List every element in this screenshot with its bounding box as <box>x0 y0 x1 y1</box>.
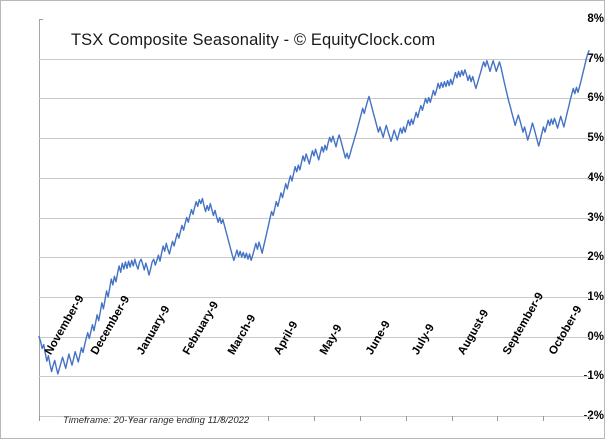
y-axis-tick-label: 2% <box>587 251 604 264</box>
x-axis-tick-label: March-9 <box>226 313 270 363</box>
gridline <box>39 296 589 298</box>
y-axis-tick-label: 3% <box>587 211 604 224</box>
x-axis-tick-label: May-9 <box>318 323 351 363</box>
y-axis-tick-label: 7% <box>587 52 604 65</box>
x-axis-tick-label: October-9 <box>547 304 601 363</box>
y-axis-tick-label: 0% <box>587 330 604 343</box>
x-axis-tick-mark <box>497 416 499 421</box>
x-axis-tick-mark <box>359 416 361 421</box>
x-axis-tick-mark <box>84 416 86 421</box>
y-axis-tick-label: -1% <box>583 370 604 383</box>
gridline <box>39 177 589 179</box>
gridline <box>39 138 589 140</box>
x-axis-tick-label: June-9 <box>364 319 401 363</box>
y-axis-tick-label: 5% <box>587 132 604 145</box>
x-axis-tick-mark <box>222 416 224 421</box>
x-axis-tick-mark <box>543 416 545 421</box>
y-axis-tick-mark <box>39 19 43 20</box>
gridline <box>39 336 589 338</box>
y-axis-tick-label: 4% <box>587 171 604 184</box>
y-axis-tick-label: 8% <box>587 13 604 25</box>
x-axis-tick-mark <box>589 416 590 421</box>
x-axis-tick-mark <box>405 416 407 421</box>
y-axis-tick-label: 1% <box>587 290 604 303</box>
x-axis-tick-mark <box>268 416 270 421</box>
x-axis-tick-label: August-9 <box>456 308 506 363</box>
gridline <box>39 98 589 100</box>
gridline <box>39 58 589 60</box>
series-line-chart <box>38 50 590 375</box>
chart-title: TSX Composite Seasonality - © EquityCloc… <box>71 31 436 49</box>
x-axis-tick-mark <box>451 416 453 421</box>
x-axis-tick-mark <box>314 416 315 421</box>
x-axis-tick-mark <box>39 416 40 421</box>
x-axis-tick-mark <box>130 416 132 421</box>
gridline <box>39 376 589 378</box>
series-polyline <box>38 50 590 375</box>
timeframe-annotation: Timeframe: 20-Year range ending 11/8/202… <box>63 415 250 426</box>
y-axis-tick-label: -2% <box>583 410 604 422</box>
gridline <box>39 217 589 219</box>
x-axis-tick-label: July-9 <box>410 322 443 363</box>
gridline <box>39 257 589 259</box>
x-axis-tick-label: April-9 <box>272 319 308 363</box>
x-axis-tick-mark <box>176 416 178 421</box>
y-axis-tick-label: 6% <box>587 92 604 105</box>
